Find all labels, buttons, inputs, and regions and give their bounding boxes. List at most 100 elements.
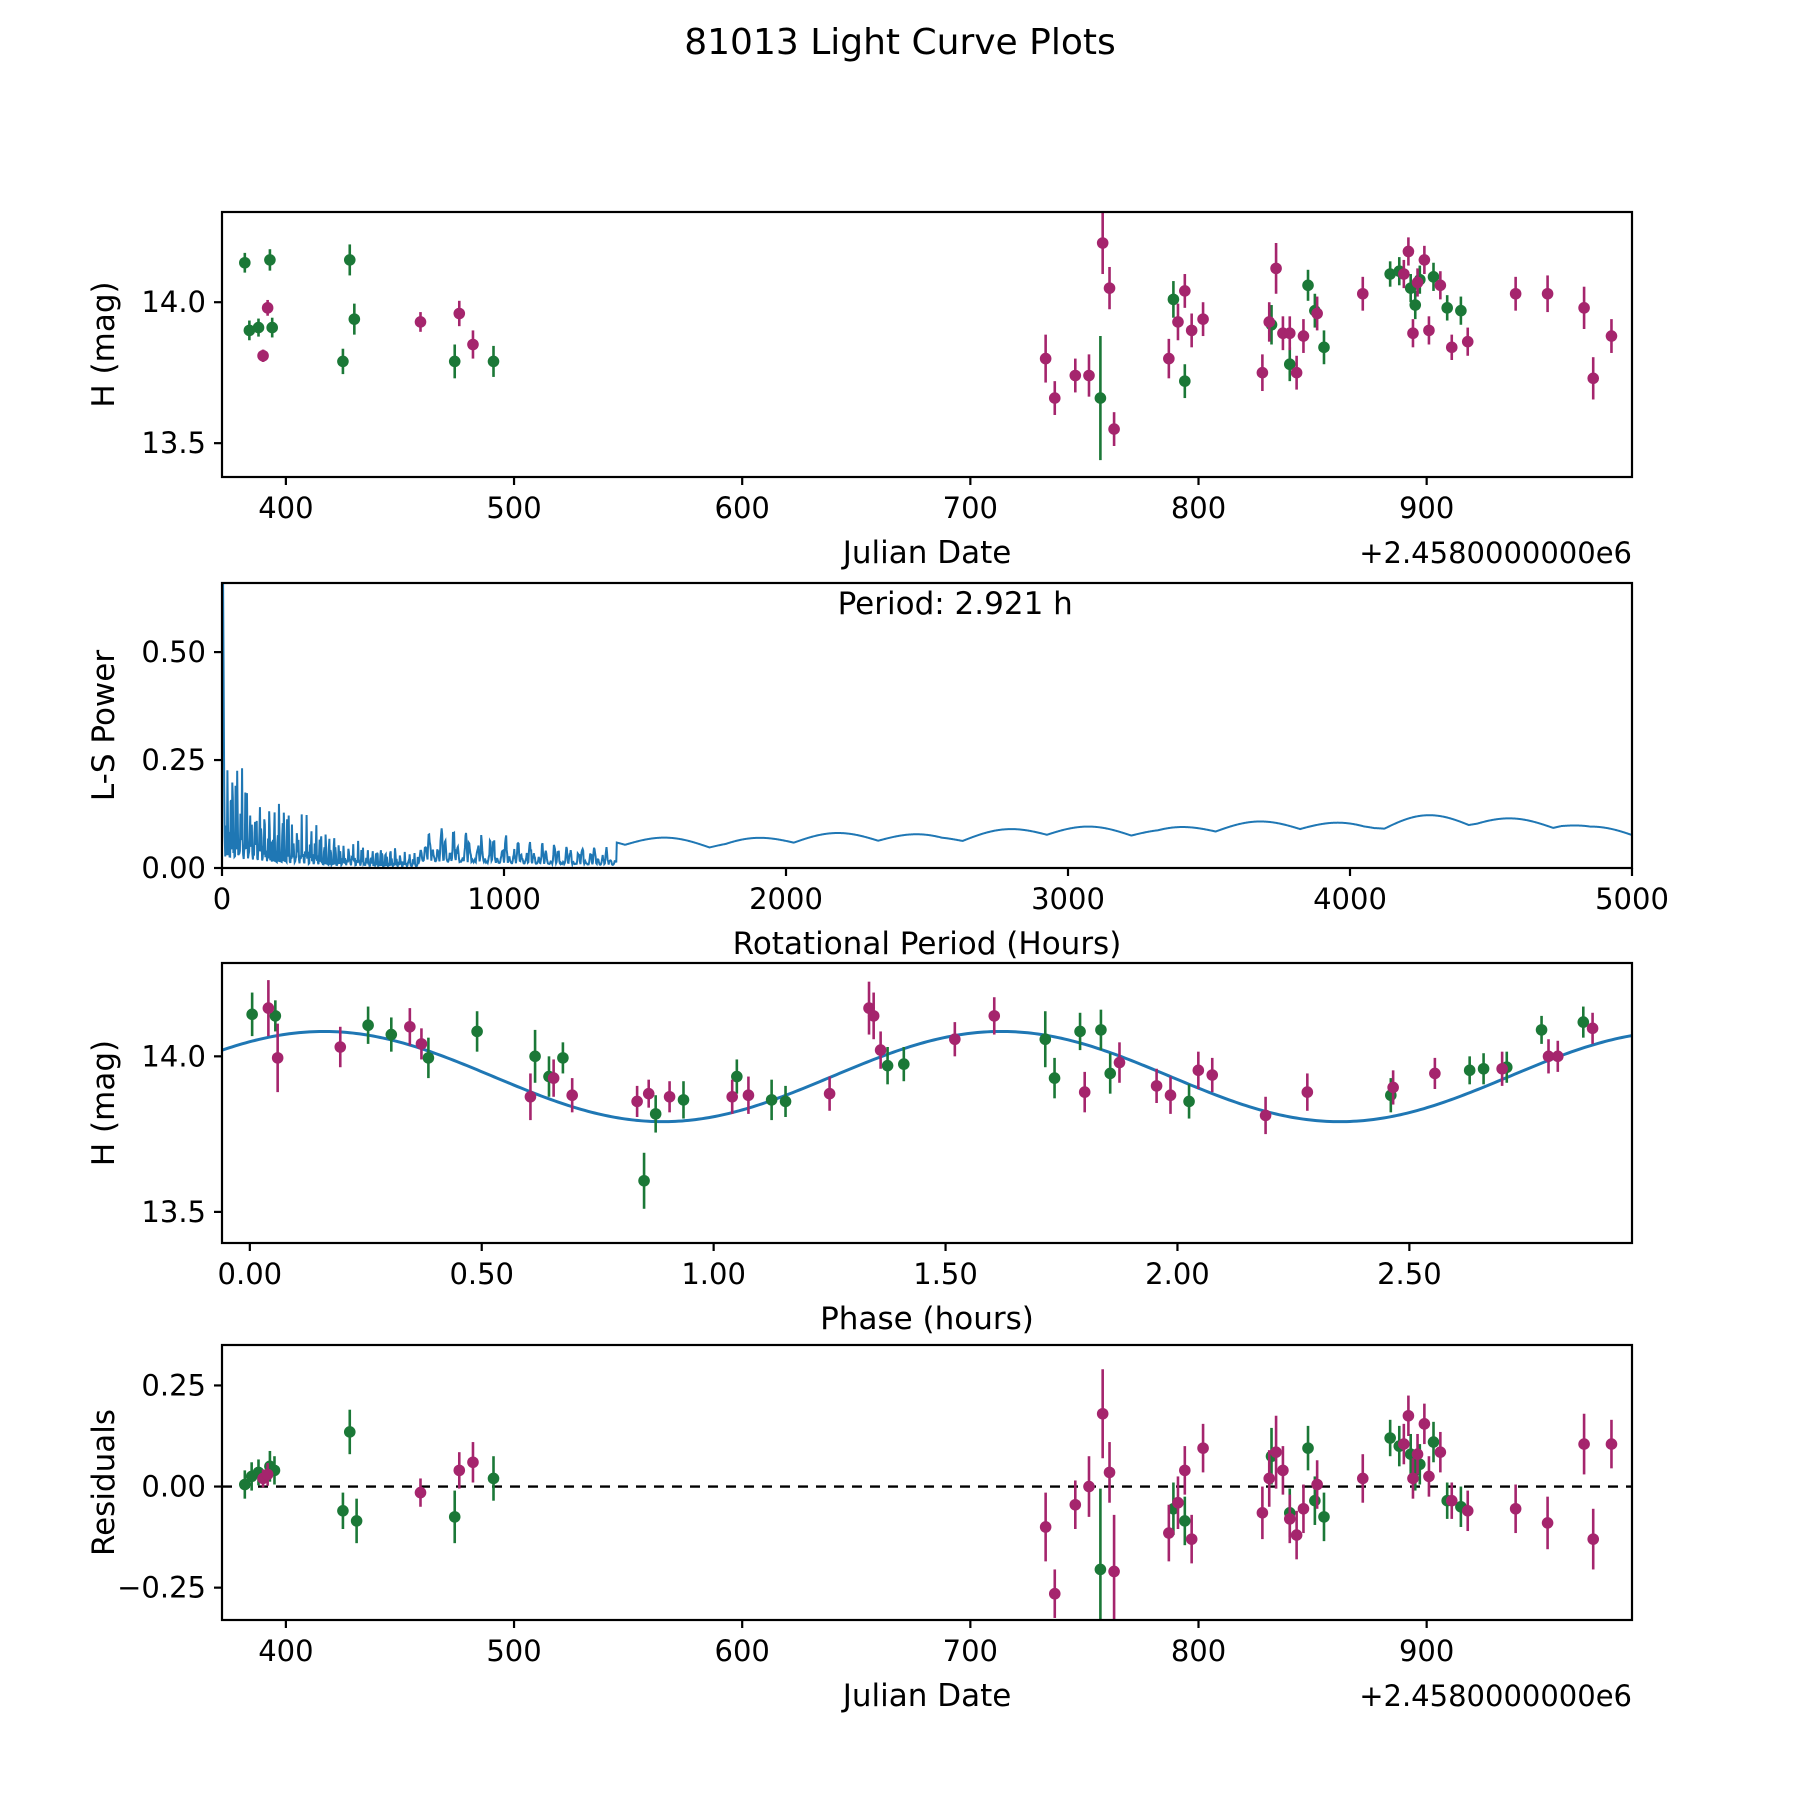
panel-phase-series-green	[246, 992, 1590, 1209]
panel-residuals-xaxis-label: Julian Date	[841, 1678, 1012, 1714]
data-point	[1423, 1470, 1435, 1483]
data-point	[1103, 1466, 1116, 1479]
data-point	[1434, 1446, 1447, 1458]
data-point	[1578, 1438, 1590, 1450]
panel-lightcurve-xtick-label: 700	[943, 491, 998, 525]
data-point	[266, 321, 278, 334]
panel-residuals-xtick-label: 800	[1171, 1634, 1226, 1668]
data-point	[1441, 302, 1453, 314]
data-point	[1297, 1502, 1310, 1515]
panel-residuals-xtick-label: 500	[486, 1634, 541, 1668]
data-point	[1094, 392, 1107, 404]
data-point	[1455, 304, 1467, 317]
panel-periodogram: 0 1000 2000 3000 4000 5000 0.00 0.25 0.50 Rotatio…	[86, 581, 1669, 962]
data-point	[1318, 341, 1330, 354]
data-point	[262, 1002, 275, 1014]
panel-lightcurve-yaxis-label: H (mag)	[86, 281, 122, 407]
data-point	[1302, 279, 1314, 292]
data-point	[1069, 1498, 1082, 1511]
panel-residuals-data-layer	[222, 1369, 1632, 1620]
data-point	[1167, 293, 1180, 306]
panel-periodogram-ytick-label: 0.50	[141, 635, 206, 669]
data-point	[1427, 271, 1440, 283]
data-point	[1096, 1407, 1109, 1420]
data-point	[1551, 1050, 1564, 1063]
data-point	[1263, 1472, 1276, 1485]
panel-residuals-series-green	[239, 1409, 1467, 1620]
panel-residuals: 400 500 600 700 800 900 −0.25 0.00 0.25 Julian Da…	[86, 1343, 1634, 1714]
data-point	[1301, 1086, 1314, 1098]
data-point	[239, 1478, 251, 1491]
panel-residuals-ytick-label: 0.00	[141, 1470, 206, 1504]
data-point	[1179, 285, 1191, 297]
panel-periodogram-yaxis-label: L-S Power	[86, 650, 122, 801]
panel-phase-series-magenta	[262, 980, 1599, 1135]
data-point	[404, 1020, 416, 1033]
data-point	[246, 1008, 258, 1021]
panel-lightcurve-data-layer	[239, 212, 1618, 461]
panel-phase-xtick-label: 0.00	[218, 1257, 283, 1291]
data-point	[742, 1089, 755, 1102]
data-point	[1418, 254, 1431, 266]
data-point	[448, 1511, 461, 1523]
data-point	[1542, 1050, 1555, 1063]
data-point	[779, 1095, 792, 1108]
data-point	[1423, 324, 1435, 337]
data-point	[1587, 1533, 1600, 1545]
data-point	[1039, 1521, 1052, 1533]
panel-phase-frame	[220, 961, 1634, 1245]
data-point	[638, 1174, 650, 1187]
data-point	[823, 1087, 836, 1100]
data-point	[874, 1044, 887, 1056]
data-point	[243, 324, 256, 337]
data-point	[467, 338, 479, 351]
panel-phase-xtick-label: 2.50	[1377, 1257, 1442, 1291]
data-point	[631, 1095, 643, 1108]
data-point	[1297, 330, 1310, 342]
data-point	[1074, 1025, 1086, 1038]
data-point	[1290, 1529, 1303, 1541]
panel-periodogram-xtick-label: 0	[213, 882, 231, 916]
data-point	[1078, 1086, 1091, 1098]
data-point	[1402, 245, 1415, 258]
data-point	[1039, 352, 1052, 365]
data-point	[726, 1090, 738, 1103]
panel-phase-data-layer	[222, 980, 1632, 1209]
data-point	[362, 1019, 374, 1032]
data-point	[1605, 330, 1618, 342]
data-point	[1172, 1496, 1184, 1509]
data-point	[524, 1090, 537, 1103]
panel-periodogram-xtick-label: 4000	[1313, 882, 1387, 916]
data-point	[1283, 1513, 1296, 1525]
data-point	[343, 1426, 356, 1438]
panel-periodogram-power-curve	[222, 583, 1632, 868]
data-point	[1577, 1016, 1590, 1028]
data-point	[350, 1515, 363, 1527]
panel-phase-xtick-label: 1.00	[681, 1257, 746, 1291]
data-point	[1172, 316, 1184, 328]
data-point	[1048, 1587, 1061, 1600]
data-point	[1429, 1067, 1441, 1080]
data-point	[269, 1010, 282, 1022]
data-point	[453, 307, 466, 320]
data-point	[1104, 1067, 1117, 1080]
data-point	[448, 355, 461, 368]
data-point	[867, 1010, 880, 1022]
data-point	[663, 1090, 676, 1103]
data-point	[1402, 1409, 1415, 1422]
data-point	[1179, 1464, 1191, 1477]
panel-lightcurve: 400 500 600 700 800 900 13.5 14.0 Julian Date H (…	[86, 210, 1634, 571]
data-point	[1477, 1062, 1490, 1075]
data-point	[1283, 358, 1296, 371]
panel-periodogram-ytick-label: 0.00	[141, 851, 206, 885]
data-point	[1384, 268, 1396, 280]
panel-lightcurve-x-offset-text: +2.4580000000e6	[1359, 536, 1632, 570]
data-point	[1496, 1062, 1508, 1075]
panel-residuals-ytick-label: 0.25	[141, 1368, 206, 1402]
data-point	[1445, 1494, 1458, 1507]
data-point	[1309, 1494, 1321, 1507]
panel-phase-fit-curve	[222, 1029, 1632, 1124]
data-point	[1197, 1442, 1209, 1454]
panel-periodogram-xtick-label: 1000	[467, 882, 541, 916]
